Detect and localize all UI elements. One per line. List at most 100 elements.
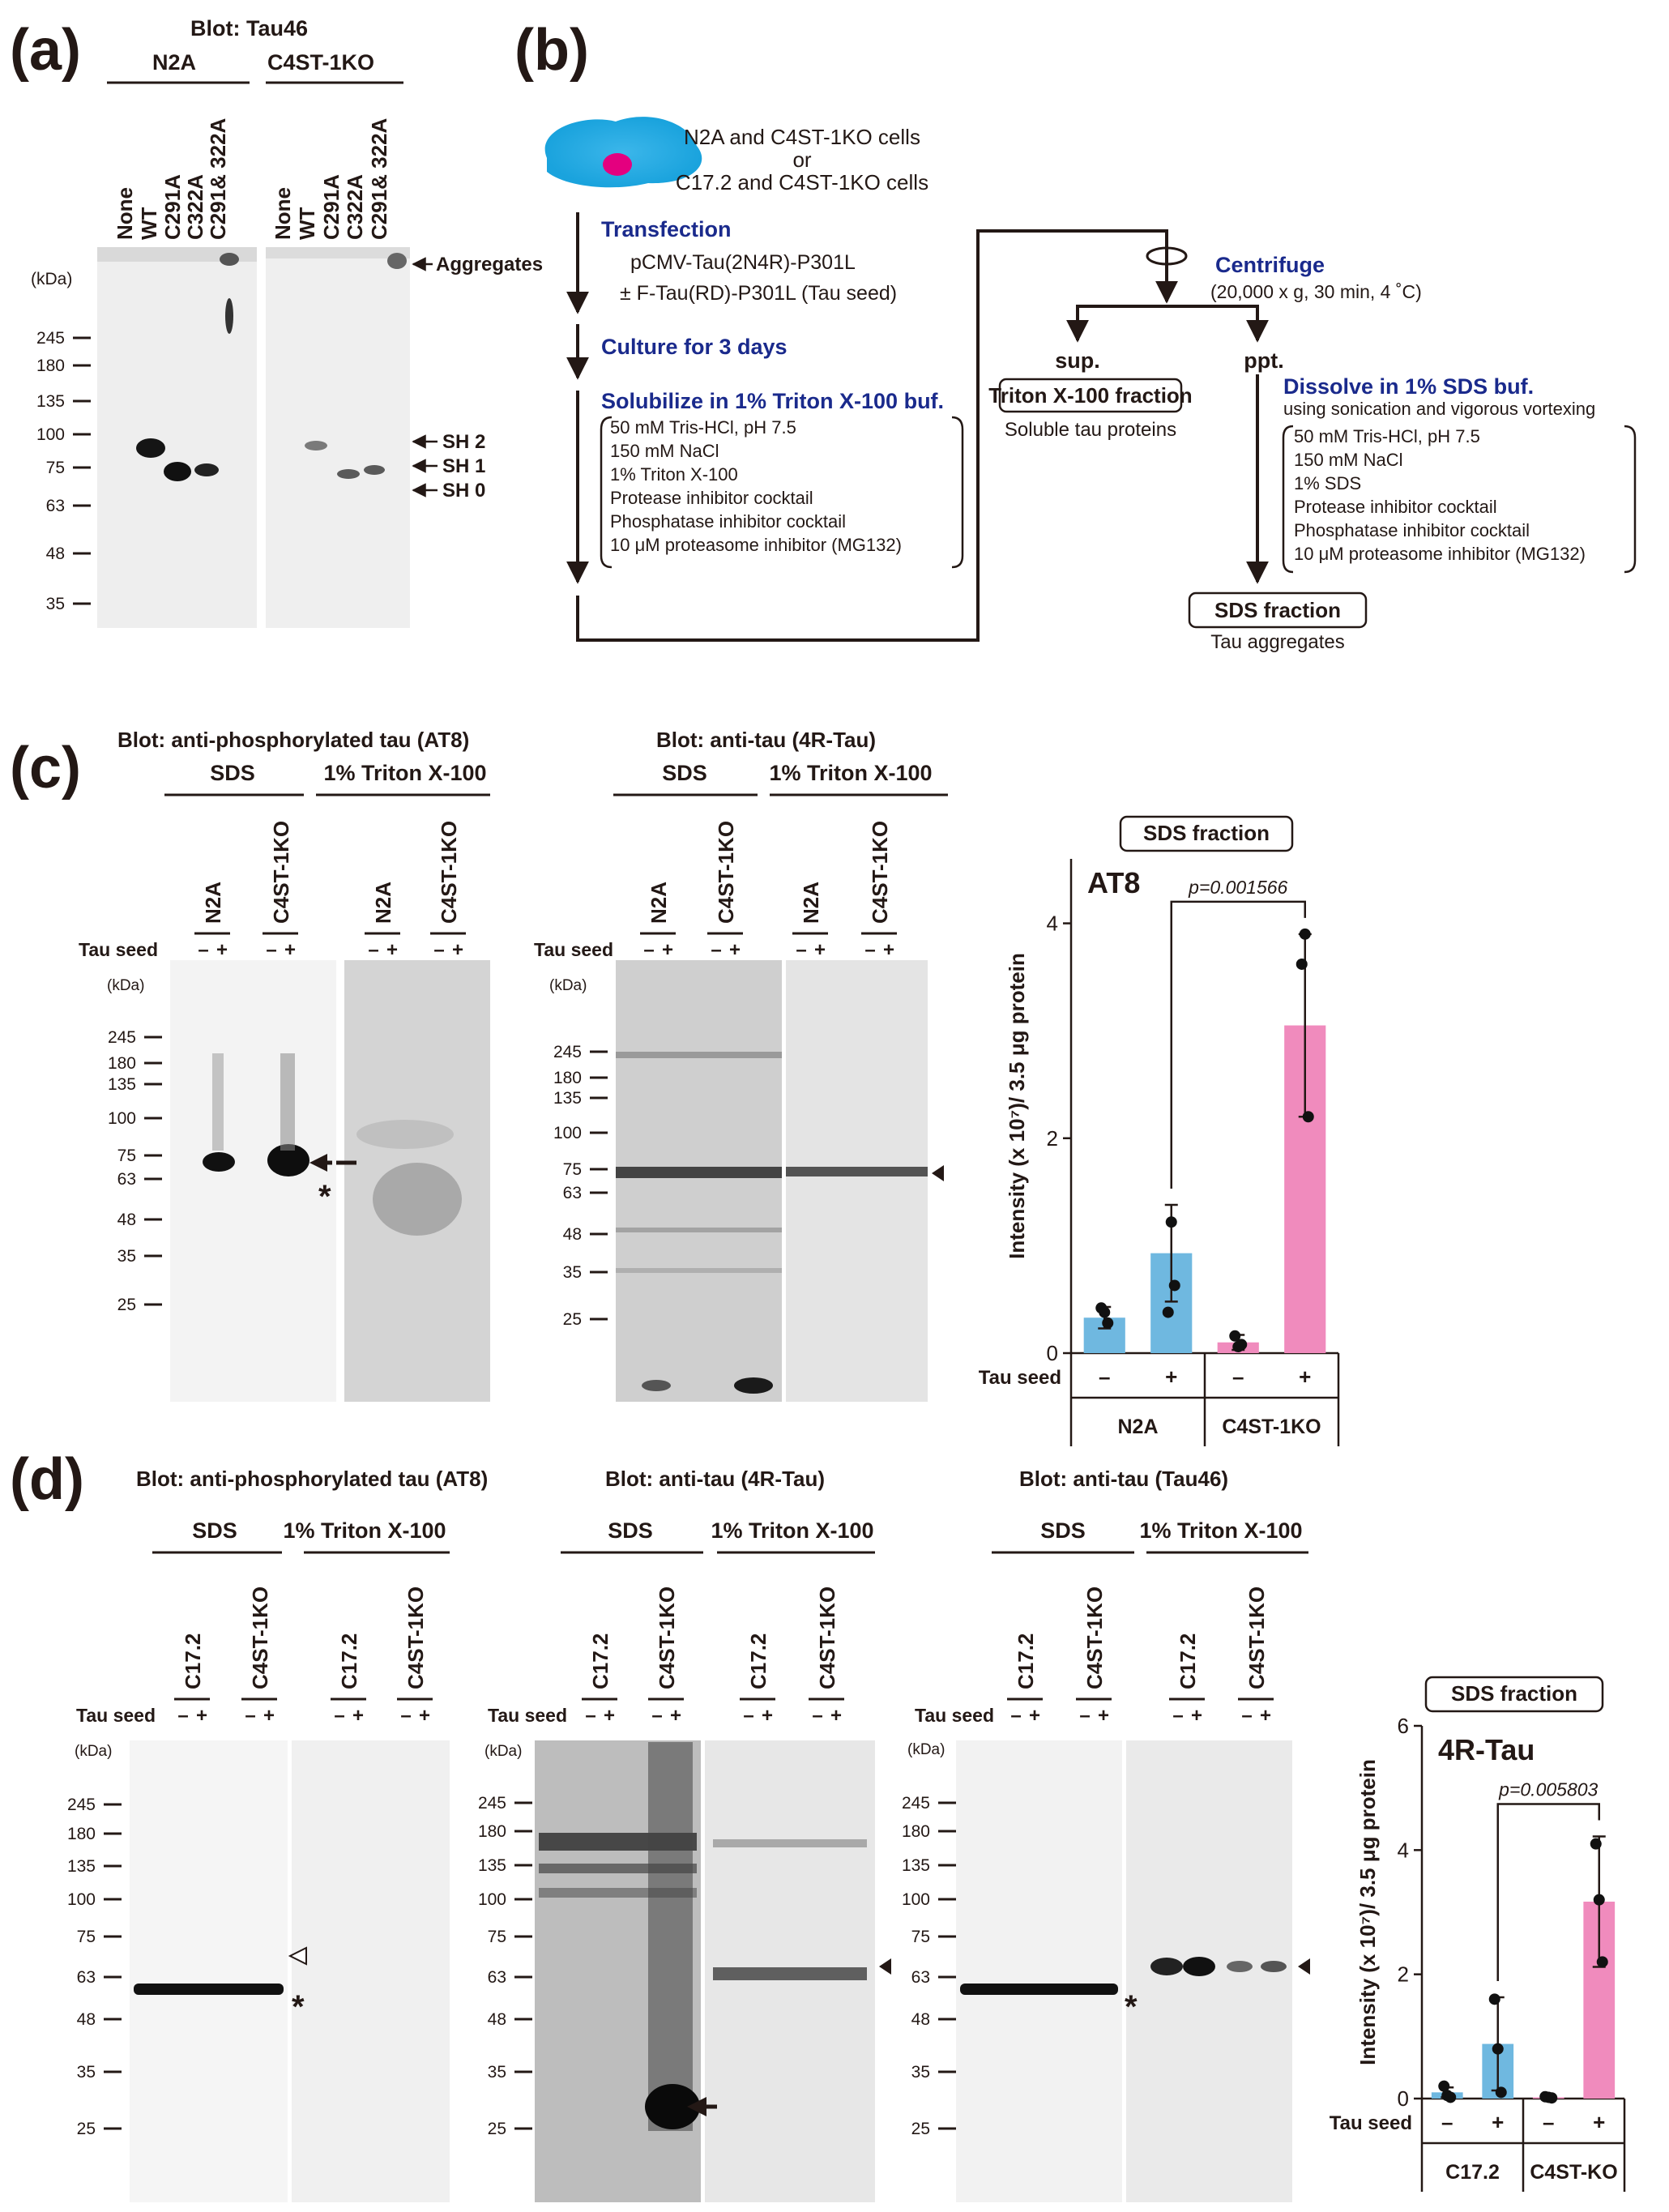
panel-c-blot2-marker-25: 25 — [563, 1310, 582, 1329]
chart-4rtau-point — [1445, 2091, 1457, 2103]
panel-d-blot2-marker-180: 180 — [478, 1822, 506, 1841]
panel-a-marker-180: 180 — [36, 357, 65, 375]
transfection-line-1: pCMV-Tau(2N4R)-P301L — [630, 251, 856, 274]
panel-a-lane-c291a-1: C291A — [160, 174, 185, 240]
panel-c-blot1-marker-48: 48 — [117, 1211, 136, 1229]
chart-at8-point — [1236, 1339, 1248, 1351]
panel-d-blot1-marker-245: 245 — [67, 1796, 96, 1814]
panel-c-blot2-triton-header: 1% Triton X-100 — [769, 761, 932, 785]
panel-c-blot1-sds-header: SDS — [210, 761, 255, 785]
panel-c-blot2-seed-minus: – — [643, 939, 654, 961]
panel-c-blot2-cell-label: C4ST-1KO — [714, 821, 738, 924]
panel-c-blot2-seed-minus: – — [864, 939, 875, 961]
panel-c-blot1-triton-header: 1% Triton X-100 — [323, 761, 486, 785]
chart-4rtau-pvalue: p=0.005803 — [1498, 1779, 1598, 1800]
triton-buffer-item: 10 μM proteasome inhibitor (MG132) — [610, 535, 902, 555]
panel-c-blot2-cell-label: C4ST-1KO — [868, 821, 892, 924]
panel-d-blot3-marker-35: 35 — [911, 2063, 930, 2082]
panel-d-blot3-seed-plus: + — [1098, 1705, 1109, 1727]
culture-step: Culture for 3 days — [601, 335, 788, 359]
chart-at8-ytick-label: 4 — [1047, 912, 1058, 936]
chart-at8-point — [1168, 1279, 1180, 1292]
panel-d-blot1-tau-seed-label: Tau seed — [76, 1705, 156, 1726]
panel-c-blot2-title: Blot: anti-tau (4R-Tau) — [656, 728, 876, 752]
panel-c-blot2-sds-header: SDS — [662, 761, 707, 785]
panel-d-blot2-seed-plus: + — [670, 1705, 681, 1727]
panel-d-arrow-fragment — [687, 2097, 706, 2116]
triton-buffer-item: 50 mM Tris-HCl, pH 7.5 — [610, 417, 796, 438]
panel-d-blot3-seed-plus: + — [1029, 1705, 1040, 1727]
chart-at8-point — [1162, 1306, 1174, 1318]
solubilize-step: Solubilize in 1% Triton X-100 buf. — [601, 389, 944, 413]
dissolve-sub: using sonication and vigorous vortexing — [1283, 399, 1595, 419]
panel-d-blot1-sds — [130, 1740, 288, 2202]
panel-a-blot-title: Blot: Tau46 — [190, 16, 308, 41]
dissolve-step: Dissolve in 1% SDS buf. — [1283, 374, 1534, 399]
triton-buffer-list: 50 mM Tris-HCl, pH 7.5 150 mM NaCl 1% Trit… — [610, 417, 902, 555]
panel-c-blot1-title: Blot: anti-phosphorylated tau (AT8) — [117, 728, 469, 752]
triton-fraction-label: Triton X-100 fraction — [988, 383, 1192, 408]
panel-a-marker-63: 63 — [46, 497, 65, 515]
panel-a-band-c322a-ko — [364, 465, 385, 475]
panel-a-band-wt-sh2-ko — [305, 441, 327, 451]
panel-d-blot3-seed-minus: – — [1241, 1705, 1252, 1727]
chart-4rtau-point — [1593, 1894, 1605, 1906]
sds-buffer-item: Protease inhibitor cocktail — [1294, 497, 1497, 517]
sds-buffer-item: Phosphatase inhibitor cocktail — [1294, 520, 1530, 540]
chart-at8-title: AT8 — [1087, 866, 1140, 899]
panel-d-blot1-title: Blot: anti-phosphorylated tau (AT8) — [136, 1467, 488, 1491]
chart-4rtau-point — [1492, 2043, 1504, 2055]
panel-d-blot2-marker-75: 75 — [488, 1928, 506, 1946]
panel-c-blot2-seed-plus: + — [662, 939, 673, 961]
chart-4rtau-group-label: C4ST-KO — [1530, 2161, 1617, 2184]
panel-c-band-ko-plus — [267, 1144, 309, 1176]
panel-d-blot1-seed-plus: + — [196, 1705, 207, 1727]
panel-d-blot2-triton-header: 1% Triton X-100 — [711, 1518, 873, 1543]
chart-at8-category-label: + — [1165, 1364, 1177, 1389]
panel-d: (d) Blot: anti-phosphorylated tau (AT8) … — [10, 1447, 1626, 2202]
panel-d-blot3-marker-48: 48 — [911, 2010, 930, 2029]
panel-d-blot1-marker-48: 48 — [77, 2010, 96, 2029]
chart-at8-point — [1229, 1330, 1241, 1342]
panel-d-blot2-title: Blot: anti-tau (4R-Tau) — [605, 1467, 825, 1491]
chart-at8-point — [1302, 1111, 1314, 1123]
panel-a-band-wt-sh2 — [136, 438, 165, 458]
panel-d-blot2-cell-label: C17.2 — [746, 1633, 770, 1689]
panel-c-blot1-cell-label: C4ST-1KO — [437, 821, 461, 924]
panel-d-blot2-seed-plus: + — [604, 1705, 615, 1727]
panel-c-blot2-marker-100: 100 — [553, 1124, 582, 1142]
panel-d-blot3-cell-label: C17.2 — [1176, 1633, 1200, 1689]
chart-4rtau-point — [1495, 2086, 1507, 2099]
panel-c-blot2-marker-35: 35 — [563, 1263, 582, 1282]
triton-buffer-item: Phosphatase inhibitor cocktail — [610, 511, 846, 532]
panel-c-blot2-marker-135: 135 — [553, 1089, 582, 1108]
panel-d-blot3-marker-100: 100 — [902, 1890, 930, 1909]
panel-c-blot1-seed-minus: – — [266, 939, 276, 961]
panel-d-blot2-seed-minus: – — [812, 1705, 822, 1727]
transfection-title: Transfection — [601, 217, 732, 241]
panel-c-blot1-marker-180: 180 — [108, 1054, 136, 1073]
panel-a-marker-100: 100 — [36, 425, 65, 444]
chart-at8-point — [1296, 958, 1308, 970]
panel-d-blot3-triton-header: 1% Triton X-100 — [1139, 1518, 1302, 1543]
panel-d-blot1-seed-plus: + — [263, 1705, 275, 1727]
panel-d-blot3-cell-label: C4ST-1KO — [1244, 1586, 1269, 1689]
panel-a-lane-double-1: C291& 322A — [206, 117, 230, 240]
chart-at8-ylabel: Intensity (x 10⁷)/ 3.5 μg protein — [1005, 953, 1029, 1259]
cells-line-1: N2A and C4ST-1KO cells — [684, 125, 920, 149]
panel-d-blot1-seed-minus: – — [334, 1705, 344, 1727]
panel-c-blot1-marker-135: 135 — [108, 1075, 136, 1094]
panel-a-lane-none-1: None — [113, 187, 137, 240]
cells-line-2: or — [792, 147, 811, 172]
panel-d-headers: SDS 1% Triton X-100 C17.2 C4ST-1KO C17.2 C4ST… — [67, 1518, 1308, 2138]
panel-a-lane-wt-1: WT — [137, 207, 161, 240]
panel-a-annot-sh1: SH 1 — [442, 455, 485, 477]
chart-4rtau-point — [1590, 1838, 1602, 1850]
panel-d-blot2-marker-100: 100 — [478, 1890, 506, 1909]
panel-c-arrowhead — [932, 1165, 944, 1181]
panel-d-blot3-marker-135: 135 — [902, 1856, 930, 1875]
centrifuge-condition: (20,000 x g, 30 min, 4 ˚C) — [1210, 281, 1422, 302]
cells-line-3: C17.2 and C4ST-1KO cells — [676, 170, 928, 194]
panel-c-blot1-marker-245: 245 — [108, 1028, 136, 1047]
